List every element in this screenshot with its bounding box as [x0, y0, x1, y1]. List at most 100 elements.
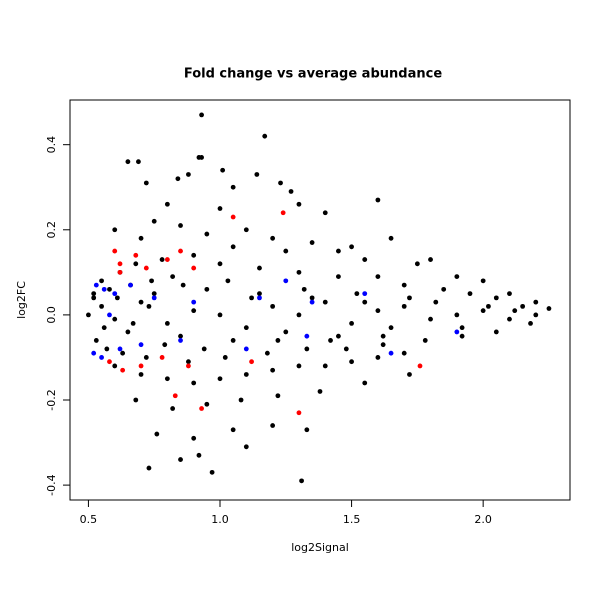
- point: [238, 397, 244, 403]
- point: [178, 338, 183, 343]
- point: [401, 282, 407, 288]
- point: [91, 295, 97, 301]
- point: [164, 321, 170, 326]
- point: [296, 201, 302, 207]
- point: [220, 167, 226, 173]
- point: [120, 350, 126, 356]
- point: [264, 350, 270, 356]
- point: [138, 299, 144, 305]
- point: [301, 286, 307, 292]
- point: [388, 350, 394, 356]
- point: [151, 218, 157, 224]
- point: [125, 159, 131, 165]
- point: [493, 295, 499, 301]
- point: [164, 257, 170, 262]
- point: [257, 291, 262, 297]
- point: [191, 308, 197, 314]
- point: [243, 346, 249, 352]
- point: [362, 257, 368, 262]
- point: [99, 278, 104, 284]
- point: [296, 312, 302, 318]
- x-tick-label: 2.0: [474, 513, 492, 526]
- point: [178, 248, 183, 254]
- point: [199, 112, 204, 118]
- point: [375, 308, 381, 314]
- point: [296, 269, 302, 275]
- point: [528, 321, 533, 326]
- point: [143, 355, 149, 360]
- point: [146, 303, 152, 309]
- point: [178, 223, 183, 228]
- point: [117, 261, 123, 267]
- point: [172, 393, 178, 399]
- point: [249, 359, 254, 365]
- point: [186, 359, 191, 365]
- point: [151, 295, 157, 301]
- x-tick-label: 1.5: [343, 513, 361, 526]
- point: [349, 321, 354, 326]
- point: [507, 316, 512, 322]
- point: [354, 291, 360, 297]
- point: [433, 299, 439, 305]
- point: [249, 295, 254, 301]
- point: [114, 295, 120, 301]
- point: [159, 355, 165, 360]
- point: [299, 478, 304, 484]
- point: [407, 372, 412, 377]
- point: [336, 248, 341, 254]
- point: [107, 359, 112, 365]
- point: [270, 367, 276, 373]
- y-tick-label: 0.4: [45, 136, 58, 154]
- point: [191, 252, 197, 258]
- point: [199, 155, 204, 160]
- point: [149, 278, 154, 284]
- point: [309, 295, 315, 301]
- point: [304, 333, 310, 339]
- point: [217, 312, 223, 318]
- point: [380, 333, 386, 339]
- point: [143, 265, 149, 271]
- point: [133, 252, 139, 258]
- point: [304, 427, 310, 433]
- point: [230, 184, 236, 190]
- point: [191, 435, 197, 441]
- point: [186, 172, 191, 177]
- point: [136, 159, 141, 165]
- point: [520, 303, 526, 309]
- point: [278, 180, 283, 186]
- point: [254, 172, 260, 177]
- point: [322, 363, 328, 369]
- point: [138, 363, 144, 369]
- point: [117, 269, 123, 275]
- point: [257, 265, 262, 271]
- point: [222, 355, 228, 360]
- point: [230, 214, 236, 220]
- point: [507, 291, 512, 297]
- point: [128, 282, 133, 288]
- point: [133, 397, 139, 403]
- point: [230, 338, 236, 343]
- point: [159, 257, 165, 262]
- point: [296, 410, 302, 416]
- point: [262, 133, 268, 139]
- point: [441, 286, 447, 292]
- point: [99, 303, 104, 309]
- point: [191, 299, 197, 305]
- point: [199, 406, 204, 411]
- point: [146, 465, 152, 471]
- point: [486, 303, 491, 309]
- point: [336, 274, 341, 279]
- point: [270, 423, 276, 428]
- point: [270, 235, 276, 241]
- point: [317, 389, 323, 394]
- point: [112, 316, 118, 322]
- point: [336, 333, 341, 339]
- point: [93, 338, 99, 343]
- y-axis-label: log2FC: [15, 281, 28, 319]
- point: [186, 363, 191, 369]
- point: [283, 278, 289, 284]
- point: [459, 333, 465, 339]
- point: [112, 227, 118, 233]
- point: [230, 427, 236, 433]
- y-tick-label: 0.0: [45, 306, 58, 324]
